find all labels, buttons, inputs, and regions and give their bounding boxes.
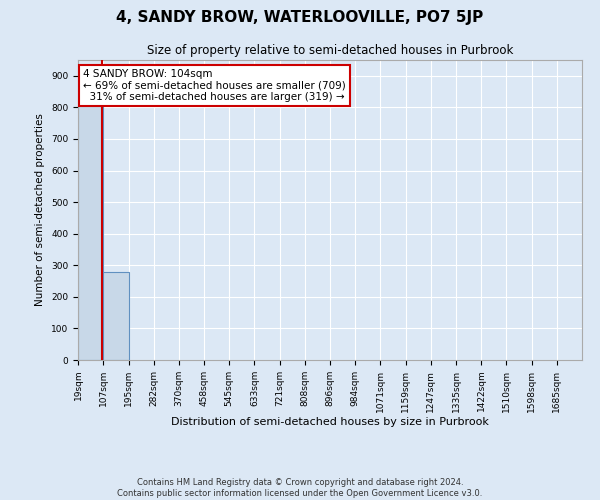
Bar [78, 66, 103, 360]
Y-axis label: Number of semi-detached properties: Number of semi-detached properties [35, 114, 46, 306]
Title: Size of property relative to semi-detached houses in Purbrook: Size of property relative to semi-detach… [147, 44, 513, 58]
Text: 4 SANDY BROW: 104sqm
← 69% of semi-detached houses are smaller (709)
  31% of se: 4 SANDY BROW: 104sqm ← 69% of semi-detac… [83, 69, 346, 102]
Text: Contains HM Land Registry data © Crown copyright and database right 2024.
Contai: Contains HM Land Registry data © Crown c… [118, 478, 482, 498]
Text: 4, SANDY BROW, WATERLOOVILLE, PO7 5JP: 4, SANDY BROW, WATERLOOVILLE, PO7 5JP [116, 10, 484, 25]
X-axis label: Distribution of semi-detached houses by size in Purbrook: Distribution of semi-detached houses by … [171, 418, 489, 428]
Bar [103, 272, 128, 360]
